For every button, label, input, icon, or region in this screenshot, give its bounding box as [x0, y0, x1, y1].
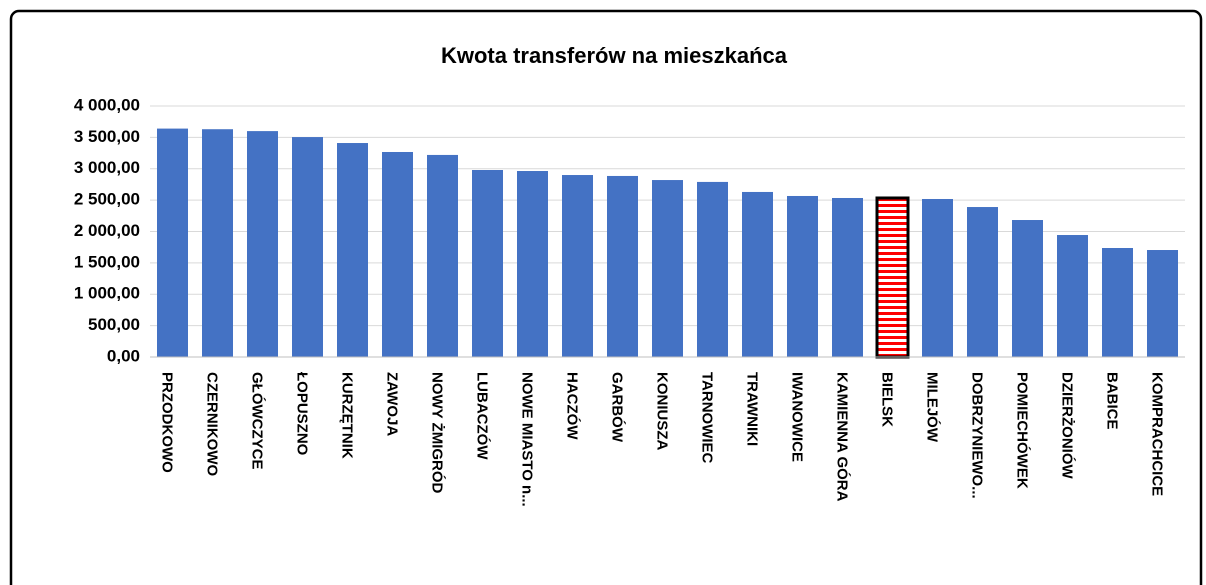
x-tick-label: KOMPRACHCICE — [1149, 372, 1166, 496]
x-tick-label: ŁOPUSZNO — [294, 372, 311, 456]
bar — [742, 191, 773, 357]
y-tick-label: 1 000,00 — [74, 284, 140, 303]
x-tick-label: PRZODKOWO — [159, 372, 176, 473]
x-tick-label: LUBACZÓW — [474, 372, 492, 460]
bar — [1012, 220, 1043, 357]
y-tick-label: 2 500,00 — [74, 190, 140, 209]
bar — [1147, 250, 1178, 357]
x-tick-label: POMIECHÓWEK — [1014, 372, 1032, 489]
bar — [922, 198, 953, 357]
x-tick-label: KURZĘTNIK — [339, 372, 356, 459]
bar — [337, 143, 368, 357]
x-tick-label: NOWY ŻMIGRÓD — [429, 372, 447, 494]
x-tick-label: NOWE MIASTO n... — [519, 372, 536, 507]
x-tick-label: BIELSK — [879, 372, 896, 427]
bar — [787, 195, 818, 357]
bar — [472, 170, 503, 357]
x-tick-label: CZERNIKOWO — [204, 372, 221, 476]
bar — [427, 154, 458, 357]
bar — [1057, 235, 1088, 357]
y-tick-label: 0,00 — [107, 346, 140, 365]
y-tick-label: 3 000,00 — [74, 158, 140, 177]
x-tick-label: DOBRZYNIEWO... — [969, 372, 986, 499]
x-tick-label: BABICE — [1104, 372, 1121, 430]
bar — [202, 129, 233, 357]
x-tick-label: TARNOWIEC — [699, 372, 716, 464]
bar — [157, 128, 188, 357]
bar — [697, 181, 728, 357]
y-tick-label: 500,00 — [88, 315, 140, 334]
chart-title: Kwota transferów na mieszkańca — [441, 43, 788, 68]
x-tick-label: ZAWOJA — [384, 372, 401, 436]
x-tick-label: KAMIENNA GÓRA — [834, 372, 852, 502]
x-tick-label: GŁÓWCZYCE — [249, 372, 267, 470]
x-tick-label: MILEJÓW — [924, 372, 942, 443]
x-tick-label: GARBÓW — [609, 372, 627, 443]
y-tick-label: 4 000,00 — [74, 95, 140, 114]
bar — [832, 197, 863, 357]
x-tick-label: TRAWNIKI — [744, 372, 761, 446]
bar — [562, 175, 593, 357]
y-tick-label: 3 500,00 — [74, 127, 140, 146]
x-tick-label: IWANOWICE — [789, 372, 806, 462]
bar — [1102, 248, 1133, 357]
bar — [247, 131, 278, 357]
x-tick-label: KONIUSZA — [654, 372, 671, 451]
bar — [382, 151, 413, 357]
y-tick-label: 2 000,00 — [74, 221, 140, 240]
bar — [875, 196, 910, 359]
y-tick-label: 1 500,00 — [74, 252, 140, 271]
x-tick-label: DZIERŻONIÓW — [1059, 372, 1077, 479]
bar — [652, 180, 683, 357]
bar — [517, 171, 548, 357]
x-tick-label: HACZÓW — [564, 372, 582, 440]
bar — [292, 137, 323, 357]
bar — [607, 175, 638, 357]
bar — [967, 207, 998, 357]
